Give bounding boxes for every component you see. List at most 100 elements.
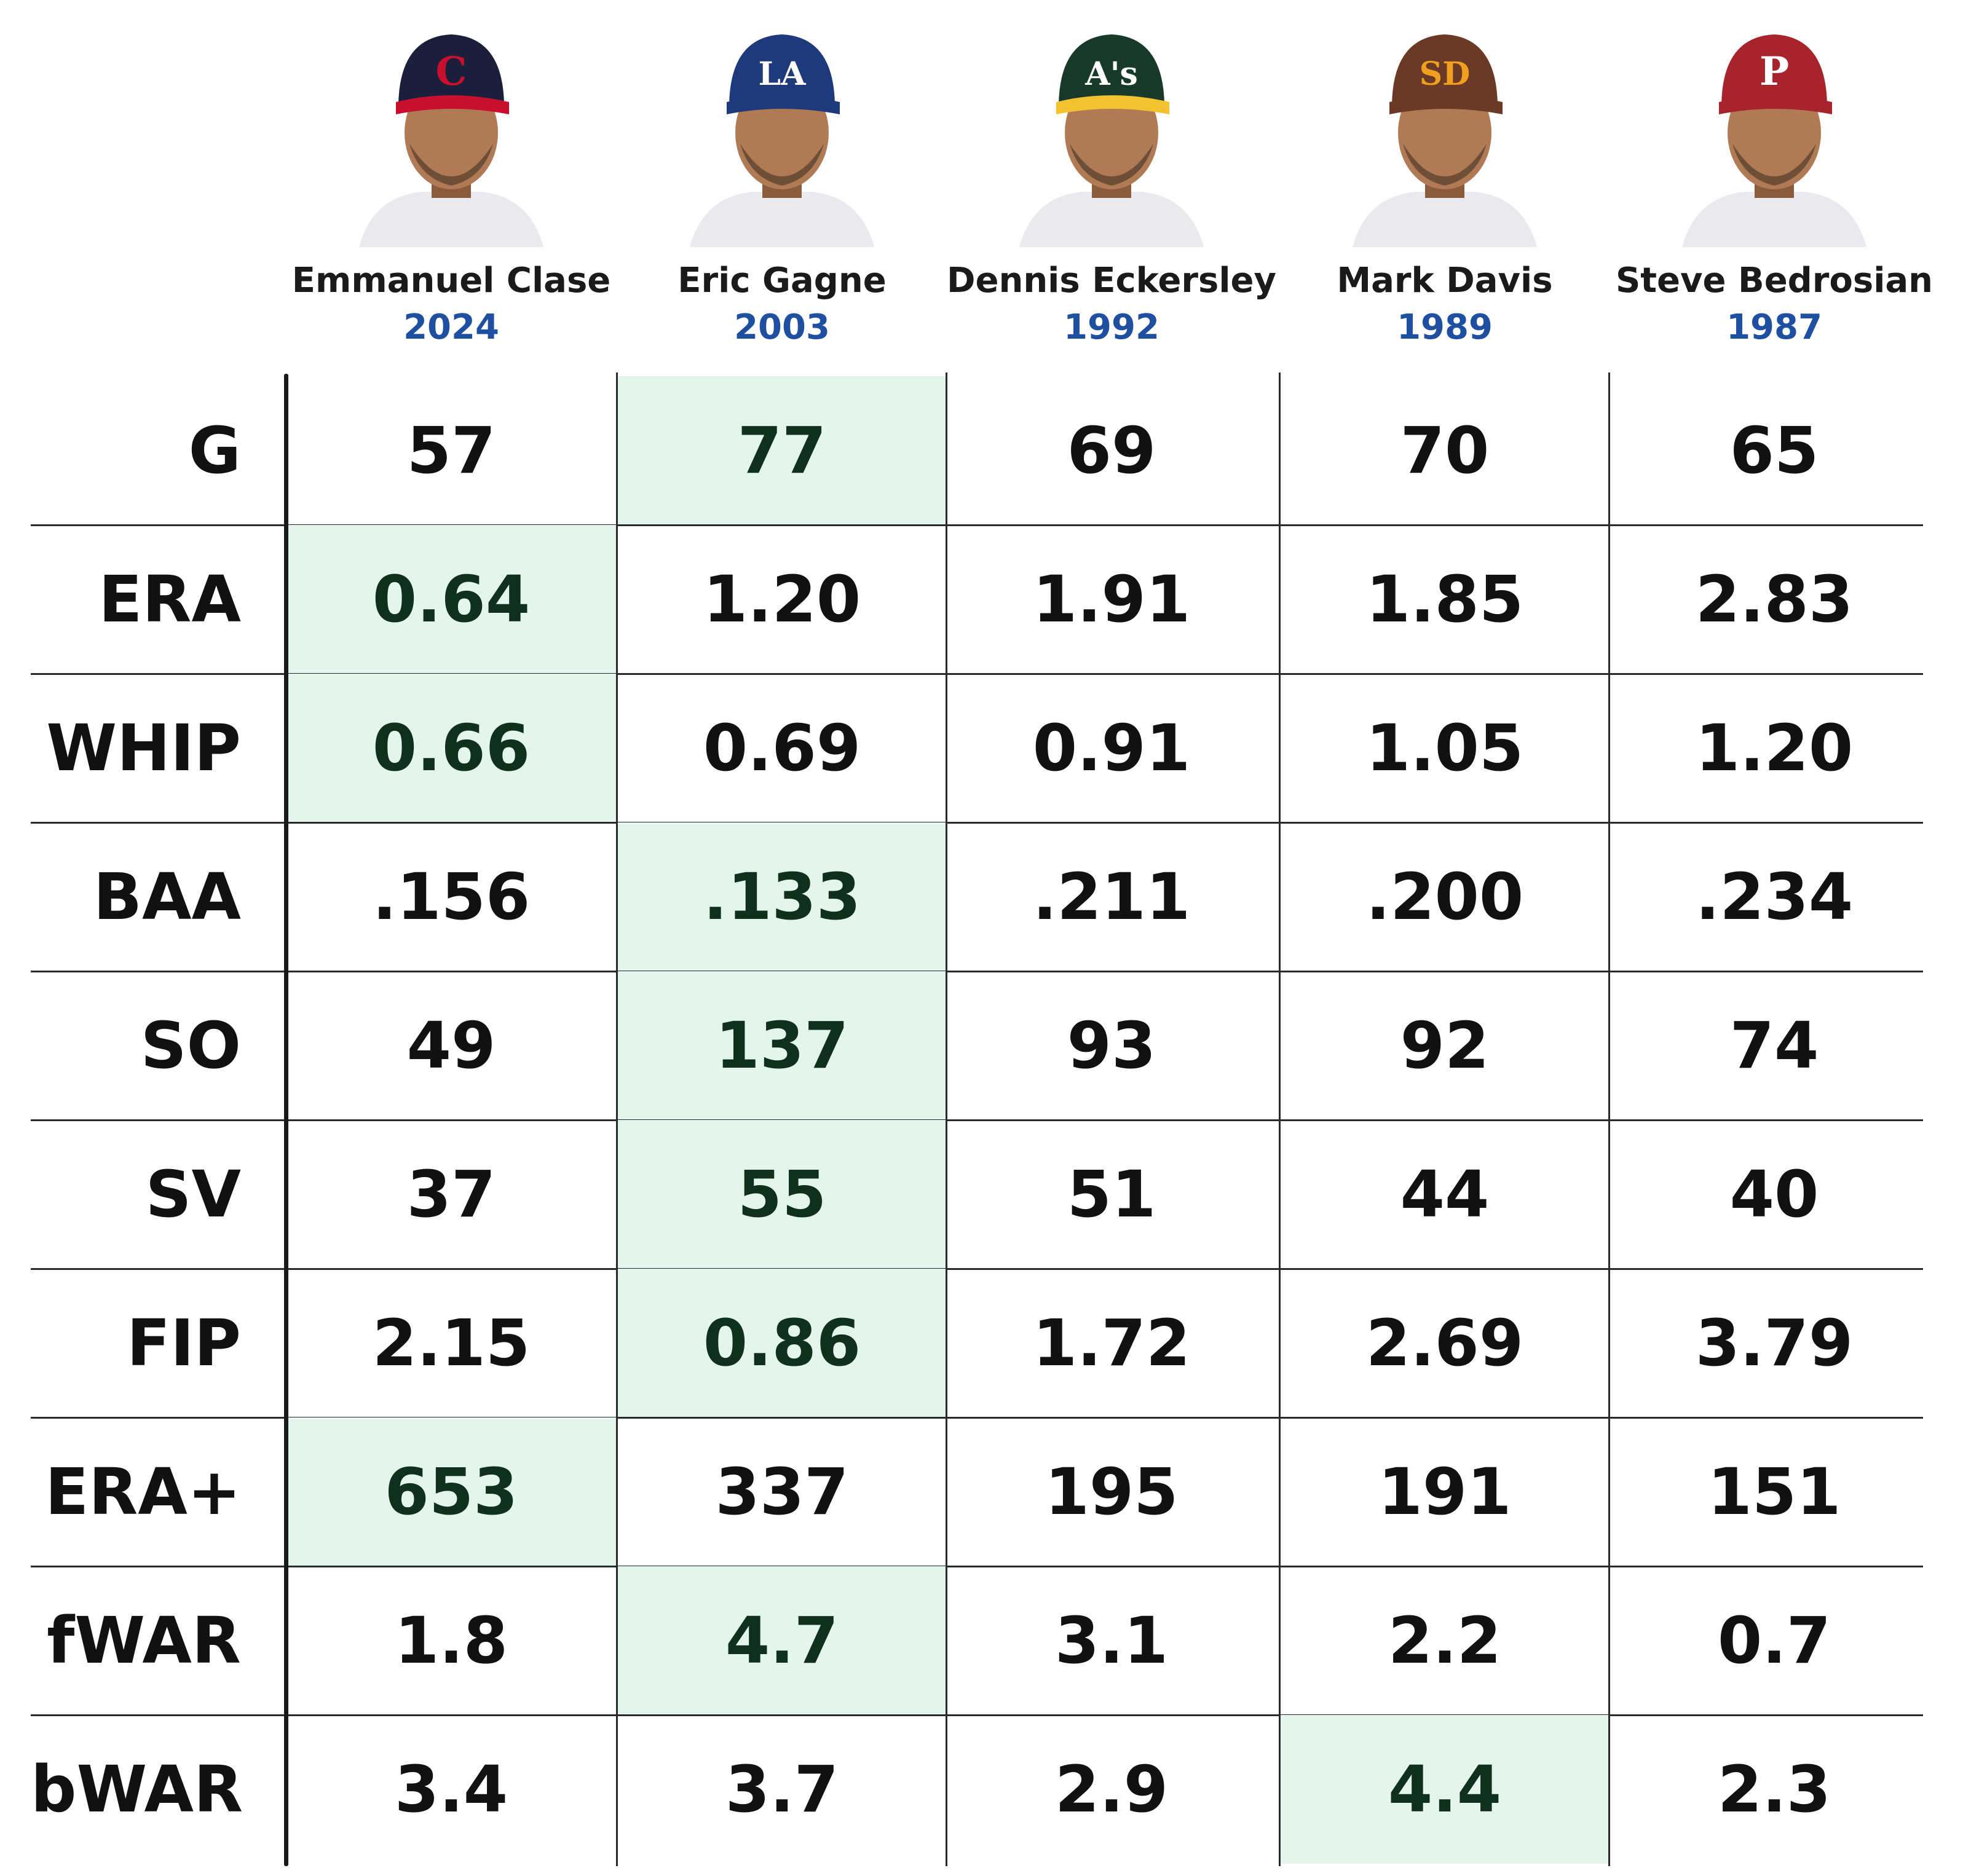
stat-row: bWAR 3.4 3.7 2.9 4.4 2.3 <box>31 1715 1923 1864</box>
stat-cell-best: 653 <box>286 1417 616 1566</box>
stat-cell: 1.20 <box>703 562 861 637</box>
stat-row: ERA 0.64 1.20 1.91 1.85 2.83 <box>31 525 1923 674</box>
player-column: A's Dennis Eckersley 1992 <box>947 0 1276 357</box>
stat-label: fWAR <box>47 1603 241 1678</box>
stat-cell: 191 <box>1378 1454 1512 1529</box>
stat-cell: 2.83 <box>1695 562 1854 637</box>
jersey-shape <box>690 192 874 247</box>
beard-shape <box>1403 144 1487 186</box>
stat-cell: 2.15 <box>372 1306 531 1381</box>
stat-cell: .211 <box>1032 859 1191 934</box>
stat-cell: 3.1 <box>1054 1603 1169 1678</box>
player-year: 1989 <box>1397 307 1493 347</box>
player-year: 2024 <box>403 307 499 347</box>
stat-cell-best: 55 <box>617 1120 947 1269</box>
stat-cell: 151 <box>1707 1454 1841 1529</box>
stat-row: WHIP 0.66 0.69 0.91 1.05 1.20 <box>31 674 1923 822</box>
player-name: Eric Gagne <box>677 261 887 301</box>
row-divider <box>31 524 1923 526</box>
player-portrait: LA <box>690 34 874 247</box>
stat-cell-best: 77 <box>617 376 947 525</box>
stat-cell: 0.91 <box>1032 711 1191 786</box>
row-divider <box>31 1417 1923 1419</box>
stat-cell: 1.20 <box>1695 711 1854 786</box>
stat-cell: 337 <box>715 1454 849 1529</box>
beard-shape <box>740 144 824 186</box>
stat-cell-best: 4.7 <box>617 1566 947 1715</box>
cap-logo-icon: SD <box>1420 55 1471 93</box>
cap-brim-shape <box>727 95 840 114</box>
row-divider <box>31 1566 1923 1567</box>
stat-row: FIP 2.15 0.86 1.72 2.69 3.79 <box>31 1269 1923 1417</box>
player-portrait: P <box>1682 34 1866 247</box>
row-divider <box>31 1268 1923 1270</box>
cap-brim-shape <box>1056 95 1169 114</box>
stat-row: SV 37 55 51 44 40 <box>31 1120 1923 1269</box>
stat-cell: 2.2 <box>1388 1603 1502 1678</box>
stat-cell: 40 <box>1729 1157 1819 1232</box>
stat-cell-best: 0.86 <box>617 1269 947 1417</box>
stat-cell: 1.72 <box>1032 1306 1191 1381</box>
stat-cell: 2.9 <box>1054 1752 1169 1827</box>
jersey-shape <box>359 192 543 247</box>
stat-cell: 3.4 <box>394 1752 508 1827</box>
row-divider <box>31 673 1923 675</box>
player-column: SD Mark Davis 1989 <box>1280 0 1610 357</box>
player-name: Steve Bedrosian <box>1615 261 1933 301</box>
row-divider <box>31 822 1923 824</box>
player-column: P Steve Bedrosian 1987 <box>1610 0 1939 357</box>
stat-cell: 69 <box>1067 413 1156 488</box>
jersey-shape <box>1353 192 1537 247</box>
stat-cell: 195 <box>1045 1454 1179 1529</box>
stat-comparison-table: G 57 77 69 70 65 ERA 0.64 1.20 1.91 1.85 2.83 WHIP 0.… <box>31 372 1923 1876</box>
stat-cell: 37 <box>406 1157 496 1232</box>
stat-row: BAA .156 .133 .211 .200 .234 <box>31 822 1923 971</box>
oakland-as-cap-icon <box>1059 34 1164 104</box>
stat-cell: 0.69 <box>703 711 861 786</box>
player-year: 1987 <box>1726 307 1822 347</box>
stat-cell: 65 <box>1729 413 1819 488</box>
beard-shape <box>1732 144 1816 186</box>
stat-cell-best: 0.66 <box>286 674 616 822</box>
stat-cell-best: 4.4 <box>1280 1715 1610 1864</box>
row-divider <box>31 971 1923 972</box>
player-name: Mark Davis <box>1337 261 1553 301</box>
los-angeles-la-cap-icon <box>729 34 835 104</box>
cap-brim-shape <box>1719 95 1832 114</box>
stat-row: SO 49 137 93 92 74 <box>31 971 1923 1120</box>
cap-logo-icon: C <box>436 49 467 95</box>
stat-cell-best: .133 <box>617 822 947 971</box>
stat-cell-best: 0.64 <box>286 525 616 674</box>
san-diego-sd-cap-icon <box>1392 34 1498 104</box>
row-divider <box>31 1119 1923 1121</box>
stat-cell-best: 137 <box>617 971 947 1120</box>
stat-label: WHIP <box>46 711 241 786</box>
stat-cell: .234 <box>1695 859 1854 934</box>
column-divider <box>946 372 947 1866</box>
stat-cell: 2.3 <box>1717 1752 1831 1827</box>
stat-label: ERA <box>98 562 241 637</box>
player-column: C Emmanuel Clase 2024 <box>286 0 616 357</box>
player-portrait: SD <box>1353 34 1537 247</box>
stat-label: SO <box>140 1008 241 1083</box>
label-axis-line <box>284 374 288 1866</box>
stat-cell: 3.7 <box>725 1752 839 1827</box>
cap-logo-icon: A's <box>1084 55 1138 93</box>
player-portrait: A's <box>1019 34 1204 247</box>
cap-brim-shape <box>1389 95 1503 114</box>
stat-cell: 3.79 <box>1695 1306 1854 1381</box>
stat-cell: 0.7 <box>1717 1603 1831 1678</box>
beard-shape <box>1070 144 1153 186</box>
stat-cell: 70 <box>1400 413 1490 488</box>
beard-shape <box>409 144 493 186</box>
stat-label: FIP <box>127 1306 241 1381</box>
stat-cell: 2.69 <box>1365 1306 1524 1381</box>
stat-row: fWAR 1.8 4.7 3.1 2.2 0.7 <box>31 1566 1923 1715</box>
stat-cell: 44 <box>1400 1157 1490 1232</box>
player-year: 2003 <box>734 307 830 347</box>
player-portrait: C <box>359 34 543 247</box>
stat-cell: 1.85 <box>1365 562 1524 637</box>
philadelphia-p-cap-icon <box>1721 34 1827 104</box>
jersey-shape <box>1682 192 1866 247</box>
stat-cell: 93 <box>1067 1008 1156 1083</box>
